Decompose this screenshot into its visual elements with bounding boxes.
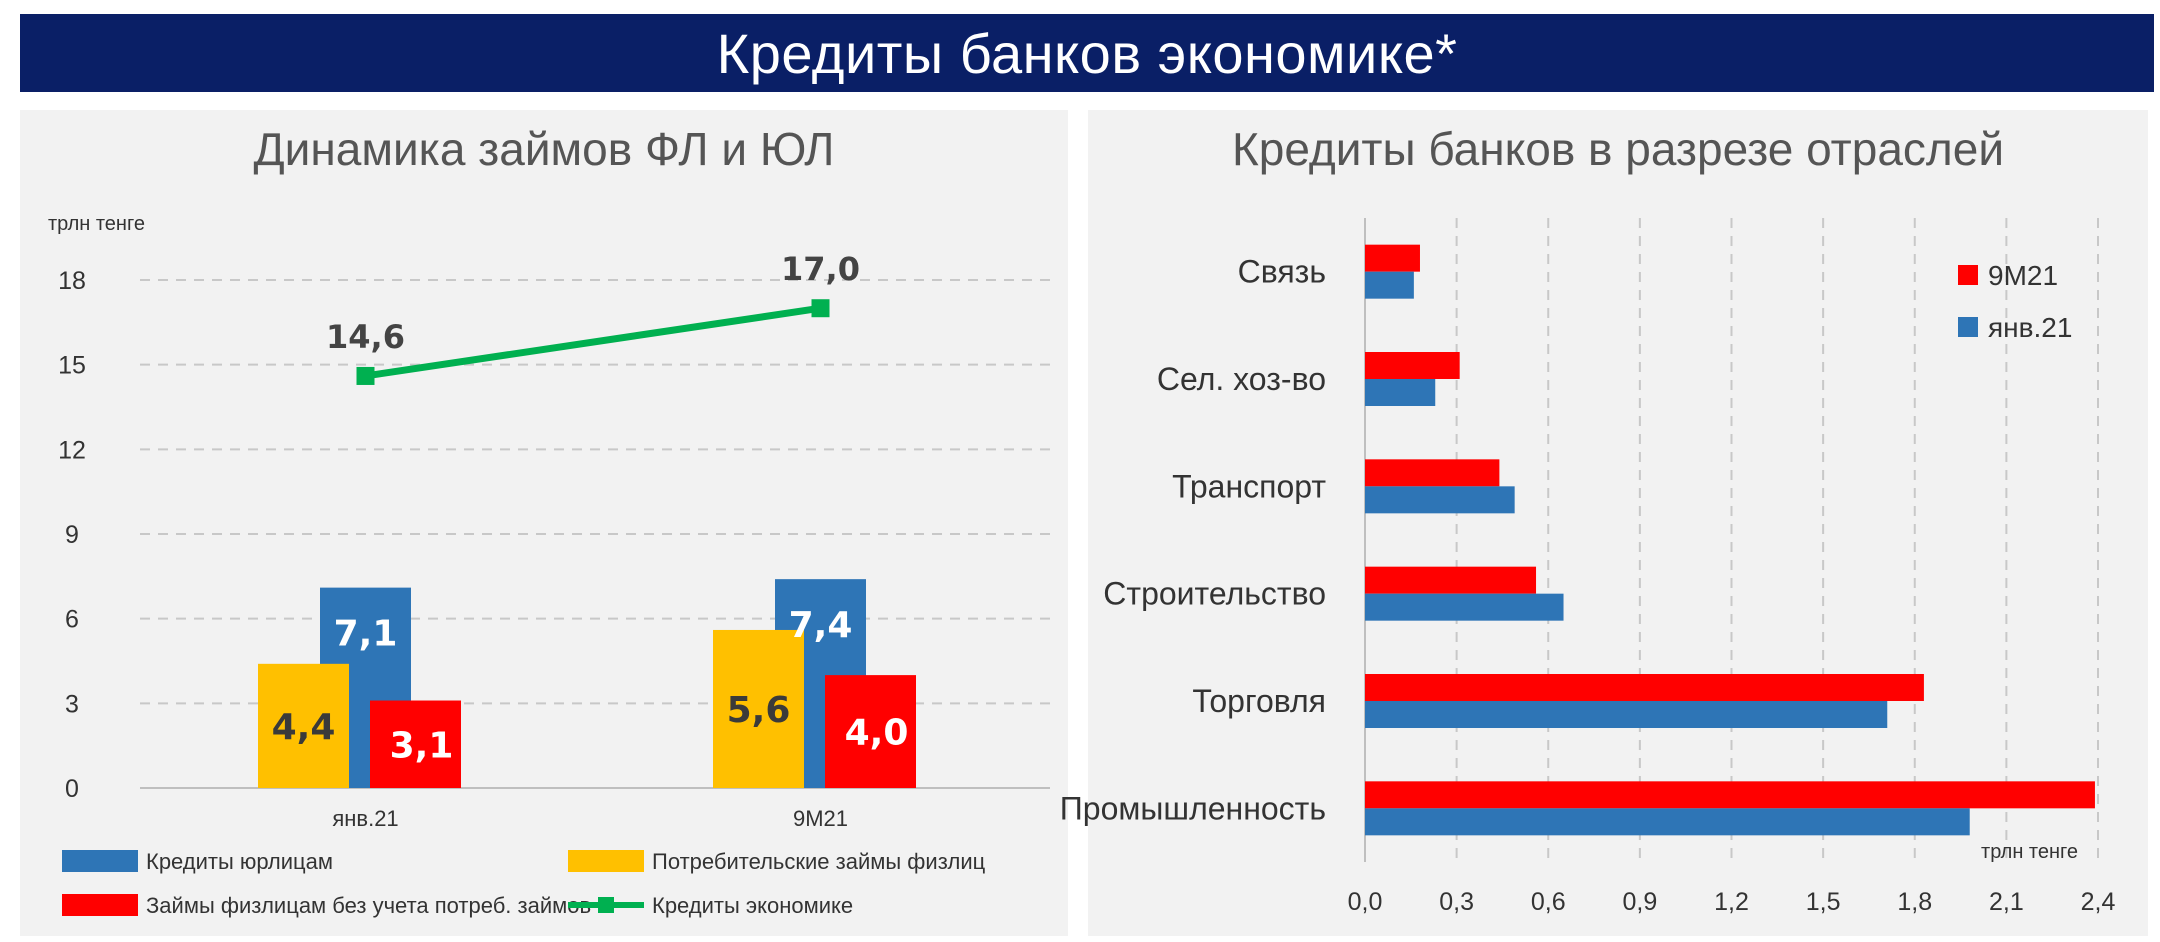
y-tick-label: 0 [65, 775, 79, 803]
legend-label: Кредиты экономике [652, 893, 853, 918]
legend-label: Займы физлицам без учета потреб. займов [146, 893, 591, 918]
y-tick-label: 3 [65, 690, 79, 718]
bar [1365, 701, 1888, 728]
page-title: Кредиты банков экономике* [716, 21, 1458, 85]
industry-loans-title: Кредиты банков в разрезе отраслей [1231, 123, 2005, 175]
x-tick-label: 1,8 [1897, 888, 1932, 916]
x-tick-label: 0,0 [1348, 888, 1383, 916]
bar [1365, 593, 1564, 621]
bar-value-label: 4,4 [272, 707, 336, 748]
y-category-label: Строительство [1103, 576, 1326, 612]
legend-label: Кредиты юрлицам [146, 849, 333, 874]
y-category-label: Промышленность [1060, 790, 1326, 826]
x-tick-label: 0,9 [1622, 888, 1657, 916]
x-category-label: янв.21 [332, 806, 398, 831]
y-tick-label: 15 [58, 352, 86, 380]
bar [1365, 781, 2095, 809]
y-tick-label: 6 [65, 606, 79, 634]
x-category-label: 9М21 [793, 806, 848, 831]
bar [1365, 808, 1970, 836]
bar-value-label: 3,1 [390, 725, 454, 766]
y-tick-label: 18 [58, 267, 86, 295]
legend-label: 9М21 [1988, 260, 2058, 291]
page-banner: Кредиты банков экономике* [20, 14, 2154, 92]
x-tick-label: 2,4 [2081, 888, 2116, 916]
bar [1365, 271, 1414, 299]
legend-swatch [568, 850, 644, 872]
x-tick-label: 0,6 [1531, 888, 1566, 916]
line-series-point [356, 366, 375, 385]
bar [258, 663, 349, 788]
legend-swatch [1958, 265, 1978, 285]
y-category-label: Транспорт [1172, 468, 1326, 504]
x-tick-label: 0,3 [1439, 888, 1474, 916]
bar [1365, 486, 1515, 514]
bar [1365, 352, 1460, 379]
x-tick-label: 1,5 [1806, 888, 1841, 916]
legend-swatch [62, 850, 138, 872]
bar-value-label: 7,1 [334, 614, 398, 655]
loans-dynamics-panel: Динамика займов ФЛ и ЮЛ трлн тенге 0 3 6 9 12… [20, 110, 1068, 936]
bar [1365, 674, 1924, 701]
y-category-label: Торговля [1192, 683, 1326, 719]
bar [825, 675, 916, 788]
bar-value-label: 5,6 [727, 690, 791, 731]
loans-dynamics-title: Динамика займов ФЛ и ЮЛ [253, 123, 835, 175]
bar [1365, 244, 1420, 272]
y-axis-unit-label: трлн тенге [48, 213, 145, 235]
legend-swatch [62, 894, 138, 916]
loans-dynamics-chart: трлн тенге 0 3 6 9 12 15 18 4,4 7,1 3,1 янв.21 5,6 7,… [48, 213, 1050, 918]
bar-value-label: 7,4 [789, 605, 853, 646]
x-axis-unit-label: трлн тенге [1981, 841, 2078, 863]
industry-loans-panel: Кредиты банков в разрезе отраслей 0,0 0,3… [1060, 110, 2148, 936]
legend-line-marker [598, 897, 614, 913]
line-series-point [811, 299, 830, 318]
line-series-path [364, 304, 822, 380]
industry-loans-chart: 0,0 0,3 0,6 0,9 1,2 1,5 1,8 2,1 2,4 трлн тенге Свя… [1060, 218, 2116, 916]
bar-value-label: 4,0 [845, 713, 909, 754]
y-category-label: Сел. хоз-во [1157, 361, 1326, 397]
bar [713, 629, 804, 788]
line-point-label: 17,0 [781, 250, 860, 288]
y-tick-label: 12 [58, 436, 86, 464]
line-point-label: 14,6 [326, 318, 405, 356]
legend-label: янв.21 [1988, 312, 2072, 343]
bar [370, 700, 461, 788]
y-category-label: Связь [1238, 254, 1326, 290]
legend-swatch [1958, 317, 1978, 337]
bar [1365, 566, 1537, 594]
y-tick-label: 9 [65, 521, 79, 549]
bar [1365, 379, 1436, 406]
x-tick-label: 2,1 [1989, 888, 2024, 916]
legend-label: Потребительские займы физлиц [652, 849, 986, 874]
bar [1365, 459, 1500, 487]
x-tick-label: 1,2 [1714, 888, 1749, 916]
